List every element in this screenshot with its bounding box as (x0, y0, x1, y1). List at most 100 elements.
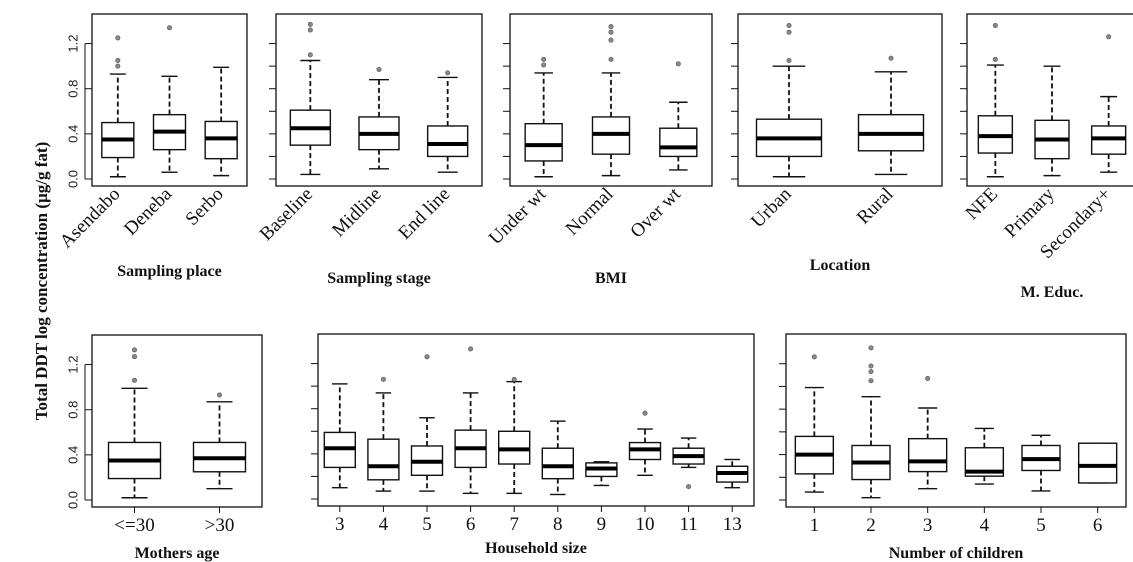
outlier-point (468, 346, 474, 352)
box-Rural (857, 55, 925, 176)
category-label: 2 (866, 515, 876, 536)
x-axis-label: Location (810, 257, 871, 274)
outlier-point (167, 25, 173, 31)
outlier-point (642, 410, 648, 416)
category-label: 5 (422, 514, 432, 535)
box-3 (907, 375, 948, 490)
iqr-box (907, 437, 948, 473)
iqr-box (1077, 442, 1118, 484)
outlier-point (868, 363, 874, 369)
category-label: 13 (723, 514, 742, 535)
outlier-point (541, 62, 547, 68)
box-Serbo (204, 66, 238, 177)
category-label: Urban (747, 183, 796, 232)
outlier-point (608, 29, 614, 35)
x-axis-label: Sampling place (117, 263, 221, 280)
box-13 (716, 458, 749, 489)
category-label: Serbo (182, 184, 228, 230)
outlier-point (608, 37, 614, 43)
outlier-point (786, 29, 792, 35)
plot-frame (91, 13, 248, 187)
y-tick-label: 0.0 (65, 170, 80, 188)
outlier-point (608, 24, 614, 30)
plot-frame (737, 13, 943, 187)
category-label: 6 (1093, 515, 1103, 536)
outlier-point (376, 67, 382, 73)
outlier-point (811, 354, 817, 360)
box-8 (541, 420, 574, 496)
box-2 (851, 345, 891, 499)
box-4 (964, 427, 1005, 485)
outlier-point (132, 354, 138, 360)
outlier-point (115, 57, 121, 63)
outlier-point (868, 369, 874, 375)
plot-frame (509, 13, 713, 187)
box-11 (672, 437, 705, 490)
panel-2: Baseline Midline End line Sampling stage (256, 13, 483, 287)
box-End line (426, 70, 469, 173)
plot-frame (966, 13, 1133, 187)
outlier-point (786, 57, 792, 63)
y-axis-label: Total DDT log concentration (µg/g fat) (32, 142, 51, 420)
outlier-point (115, 63, 121, 69)
plot-frame (91, 334, 263, 508)
iqr-box (524, 122, 563, 162)
outlier-point (132, 347, 138, 353)
category-label: End line (394, 184, 454, 244)
iqr-box (659, 127, 698, 158)
box-Secondary+ (1090, 34, 1127, 173)
plot-frame (785, 333, 1127, 508)
panel-8: 1 2 3 4 5 6 Number of children (779, 333, 1127, 562)
box-Over wt (659, 61, 698, 171)
category-label: Normal (562, 184, 618, 240)
iqr-box (541, 447, 574, 480)
box-7 (498, 376, 531, 495)
outlier-point (786, 23, 792, 29)
category-label: Midline (328, 184, 385, 241)
y-tick-label: 0.0 (65, 491, 80, 509)
box-1 (794, 354, 835, 493)
outlier-point (380, 376, 386, 382)
x-axis-label: M. Educ. (1021, 284, 1084, 301)
category-label: 6 (466, 514, 476, 535)
plot-frame (275, 13, 483, 187)
category-label: Baseline (256, 184, 317, 245)
outlier-point (868, 378, 874, 384)
category-label: 7 (509, 514, 519, 535)
category-label: 8 (553, 514, 563, 535)
outlier-point (307, 27, 313, 33)
y-tick-label: 0.8 (65, 80, 80, 98)
x-axis-label: Number of children (889, 545, 1024, 562)
panel-3: Under wt Normal Over wt BMI (485, 13, 713, 287)
x-axis-label: Household size (485, 540, 587, 557)
y-tick-label: 0.8 (65, 401, 80, 419)
category-label: 3 (923, 515, 933, 536)
box-Under wt (524, 56, 563, 178)
category-label: Under wt (485, 183, 551, 249)
outlier-point (307, 21, 313, 27)
outlier-point (686, 484, 692, 490)
box-4 (367, 376, 400, 492)
box-5 (410, 354, 444, 492)
box-10 (628, 410, 662, 476)
outlier-point (132, 377, 138, 383)
box-6 (454, 346, 487, 495)
category-label: <=30 (114, 515, 154, 536)
box-<=30 (107, 347, 162, 499)
box-5 (1021, 434, 1061, 492)
box-NFE (977, 23, 1014, 178)
box-9 (585, 461, 618, 487)
outlier-point (541, 56, 547, 62)
category-label: 9 (597, 514, 607, 535)
outlier-point (307, 52, 313, 58)
outlier-point (992, 23, 998, 29)
outlier-point (217, 392, 223, 398)
outlier-point (888, 55, 894, 61)
category-label: 10 (636, 514, 655, 535)
category-label: 5 (1036, 515, 1046, 536)
outlier-point (675, 61, 681, 67)
y-tick-label: 0.4 (65, 125, 80, 143)
box-Baseline (289, 21, 332, 176)
